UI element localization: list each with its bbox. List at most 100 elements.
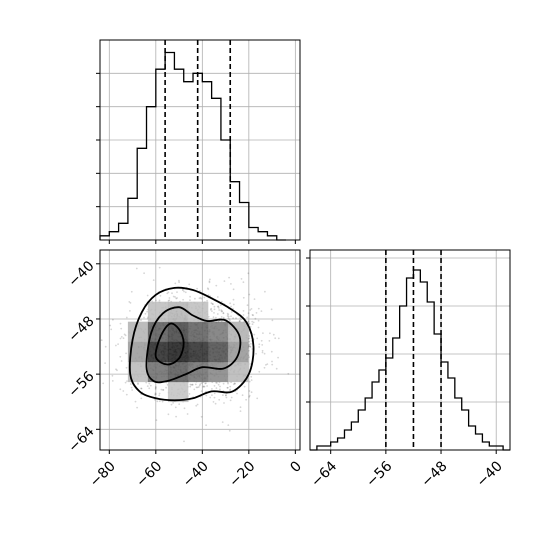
density-point [226,315,229,317]
hist2-step-line [310,269,510,451]
density-point [257,307,260,310]
density-point [218,309,221,311]
density-point [234,382,236,385]
density-point [191,384,194,386]
density-point [165,386,168,389]
density-point [227,386,229,389]
density-point [241,394,244,397]
density-point [183,290,185,293]
density-point [215,316,217,319]
density-point [102,382,105,385]
density-point [220,300,223,303]
density-point [213,312,215,314]
density-point [156,400,159,403]
density-point [152,279,155,281]
density-point [255,352,257,355]
density-point [140,387,143,390]
density-point [119,355,122,358]
density-point [222,382,225,385]
density-point [254,317,257,320]
density-cell [147,341,169,363]
density-point [248,343,250,346]
density-point [249,309,252,311]
density-xtick-label: −80 [87,458,119,490]
density-point [258,346,261,348]
density-point [115,368,117,371]
density-point [182,298,185,301]
density-point [183,440,185,443]
density-point [128,301,131,303]
density-cell [127,361,149,383]
density-point [202,385,205,388]
hist2-xtick-label: −56 [363,458,395,490]
density-cell [167,301,189,323]
density-point [196,403,199,406]
density-point [129,383,132,385]
density-point [250,308,253,310]
density-point [111,374,114,377]
density-point [168,297,171,299]
density-point [232,303,235,306]
density-point [100,339,103,342]
density-point [174,406,177,409]
density-point [155,299,157,302]
density-point [148,382,151,385]
density-point [140,397,143,400]
density-point [219,385,221,388]
density-point [216,305,219,308]
density-point [235,317,237,320]
density-point [223,402,225,404]
density-point [204,382,207,385]
histogram-panel-param1 [96,39,301,244]
density-point [212,303,214,306]
density-point [140,387,143,390]
density-point [222,394,224,397]
histogram-panel-param2: −64 −56 −48 −40 [306,249,511,491]
density-point [257,319,260,322]
density-cell [147,301,169,323]
density-point [172,295,175,298]
density-cell [187,341,209,363]
density-point [219,304,222,307]
density-point [125,316,128,319]
density-point [123,333,126,336]
density-point [158,400,161,403]
density-point [206,385,209,387]
hist1-quantile-lines [164,40,232,240]
density-point [248,293,251,296]
density-panel: −80 −60 −40 −20 0 −64 −56 −48 −40 [65,249,305,491]
density-point [178,279,180,282]
density-point [248,322,251,325]
density-point [248,337,251,340]
density-point [119,388,122,391]
density-point [130,290,133,293]
density-point [213,396,216,399]
density-point [216,296,219,298]
density-point [227,382,229,385]
density-point [225,396,228,399]
density-point [195,386,198,389]
density-point [136,406,139,409]
density-point [209,278,211,281]
density-point [250,379,253,381]
density-point [213,392,216,395]
density-point [262,332,264,334]
density-point [176,297,179,299]
density-point [269,332,271,335]
density-point [227,424,230,426]
density-point [148,387,151,390]
density-point [125,352,127,355]
density-point [243,385,246,388]
density-point [232,288,235,291]
density-point [205,394,208,397]
density-point [277,337,280,340]
density-point [131,389,134,391]
density-point [228,429,231,432]
density-point [112,318,114,321]
hist1-ticks [96,72,296,244]
hist2-gridlines [310,250,510,450]
density-point [247,349,250,352]
density-point [232,307,234,310]
density-point [263,366,266,369]
density-point [253,333,256,336]
